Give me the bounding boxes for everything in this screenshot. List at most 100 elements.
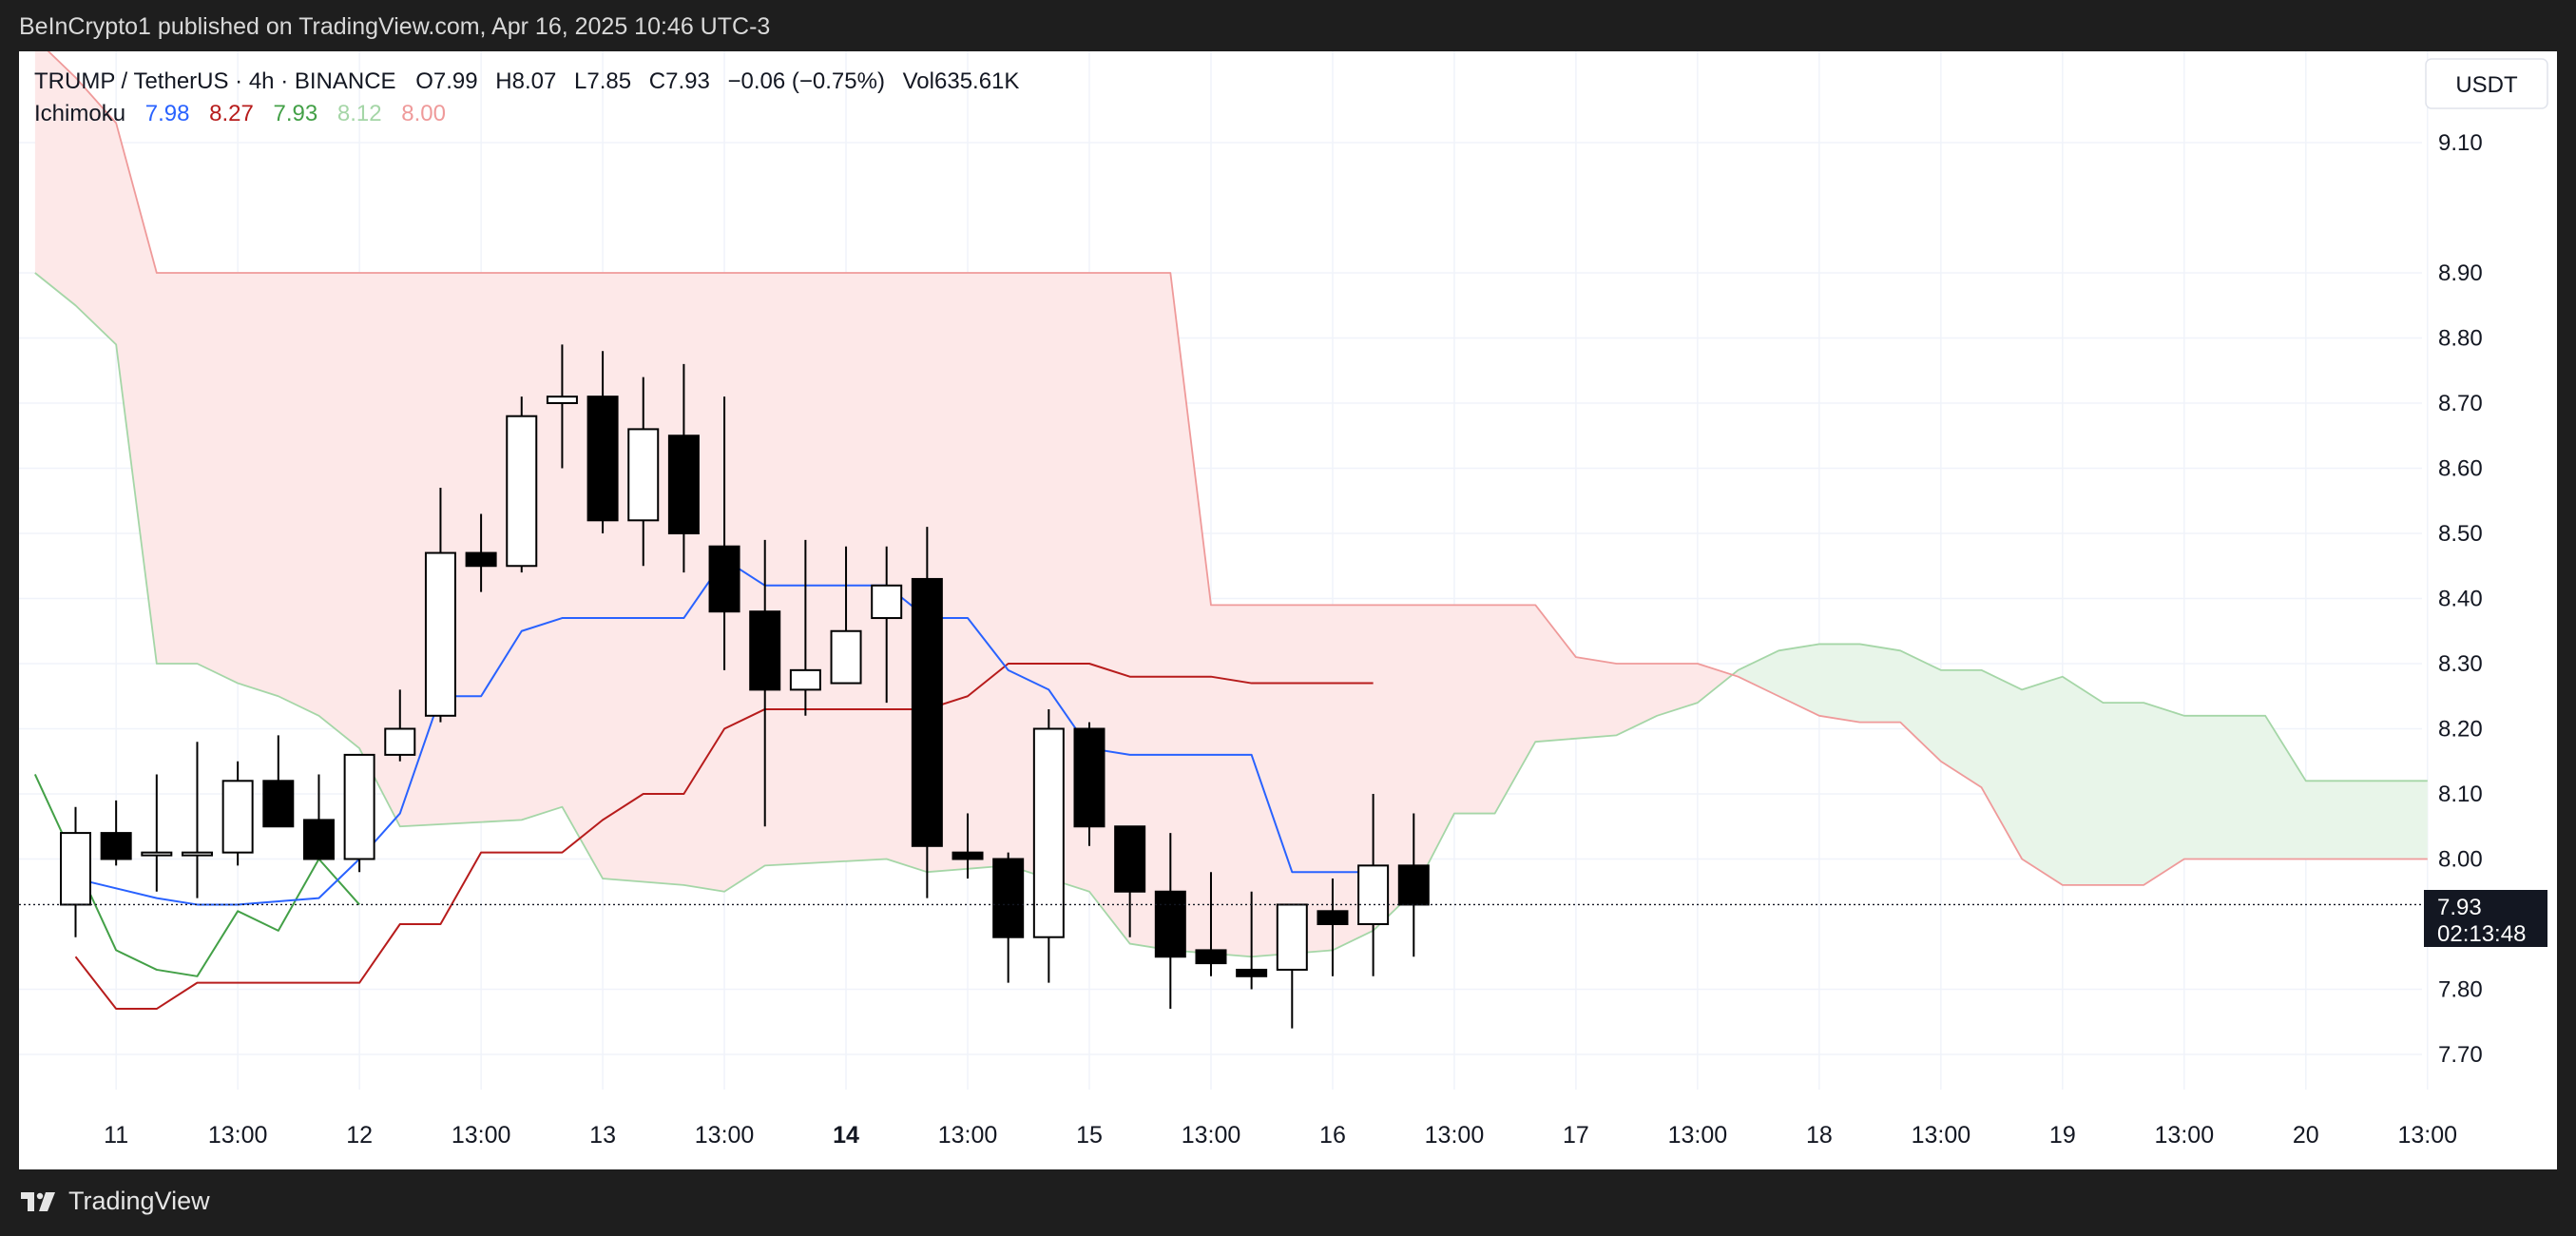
chart-area[interactable]: 7.70 7.80 8.00 8.10 8.20 8.30 8.40 8.50 8.60 8.70… [19, 37, 2557, 1169]
legend-span-b-value: 8.00 [401, 101, 446, 126]
candle-12 [546, 344, 578, 469]
candle-21 [911, 527, 943, 898]
candle-10 [465, 513, 497, 592]
candle-18 [789, 539, 821, 716]
candle-body-10 [465, 551, 497, 568]
candle-body-19 [830, 629, 862, 685]
time-tick-label-6: 14 [833, 1122, 859, 1149]
candle-body-1 [100, 832, 132, 860]
top-bar: BeInCrypto1 published on TradingView.com… [0, 0, 2576, 51]
candle-33 [1397, 813, 1430, 957]
time-tick-label-11: 13:00 [1425, 1122, 1485, 1149]
time-tick-label-4: 13 [589, 1122, 616, 1149]
candle-20 [871, 546, 903, 704]
candle-body-8 [384, 727, 416, 756]
candle-13 [586, 351, 619, 533]
ichimoku-cloud [34, 38, 2428, 957]
candle-24 [1032, 708, 1065, 983]
price-tick-label-1: 7.80 [2438, 977, 2483, 1003]
candle-body-6 [302, 819, 335, 860]
legend-volume: 635.61K [934, 68, 1019, 94]
time-tick-label-8: 15 [1076, 1122, 1103, 1149]
price-tick-label-9: 8.70 [2438, 391, 2483, 416]
candle-6 [302, 774, 335, 860]
candle-body-26 [1114, 825, 1146, 893]
price-tag-countdown: 02:13:48 [2437, 921, 2526, 947]
candle-body-2 [141, 851, 173, 857]
candle-body-14 [627, 428, 660, 522]
candle-body-29 [1236, 968, 1268, 977]
cloud-segment-0 [34, 38, 1739, 957]
time-tick-label-14: 18 [1806, 1122, 1833, 1149]
candle-body-17 [749, 610, 781, 691]
candle-body-13 [586, 396, 619, 522]
price-tick-label-8: 8.60 [2438, 456, 2483, 482]
time-tick-label-5: 13:00 [695, 1122, 755, 1149]
candle-16 [708, 396, 740, 670]
candle-body-23 [992, 858, 1025, 938]
candle-body-12 [546, 396, 578, 404]
candle-2 [141, 774, 173, 892]
candle-body-31 [1317, 910, 1349, 925]
candle-body-30 [1276, 903, 1308, 971]
candle-17 [749, 539, 781, 827]
candle-29 [1236, 891, 1268, 990]
legend-symbol: TRUMP / TetherUS · 4h · BINANCE [34, 68, 396, 94]
tradingview-logo[interactable]: TradingView [19, 1187, 210, 1216]
currency-button[interactable]: USDT [2425, 58, 2548, 109]
candle-body-9 [424, 551, 456, 717]
time-axis[interactable]: 11 13:00 12 13:00 13 13:00 14 13:00 15 13:00 16 13:… [104, 1122, 2457, 1149]
time-tick-label-16: 19 [2049, 1122, 2076, 1149]
price-tick-label-6: 8.40 [2438, 587, 2483, 612]
price-tick-label-3: 8.10 [2438, 782, 2483, 807]
price-tick-label-10: 8.80 [2438, 326, 2483, 352]
legend-open: 7.99 [433, 68, 478, 94]
candle-7 [343, 753, 375, 873]
candle-15 [667, 363, 700, 573]
time-tick-label-13: 13:00 [1668, 1122, 1728, 1149]
time-tick-label-7: 13:00 [938, 1122, 998, 1149]
candle-32 [1357, 794, 1390, 976]
time-tick-label-19: 13:00 [2397, 1122, 2457, 1149]
price-tag: 7.93 02:13:48 [2424, 890, 2547, 947]
price-tick-label-7: 8.50 [2438, 521, 2483, 547]
candle-body-24 [1032, 727, 1065, 938]
candles [60, 344, 1430, 1029]
candle-body-28 [1195, 949, 1227, 965]
time-tick-label-15: 13:00 [1912, 1122, 1971, 1149]
candle-body-22 [952, 851, 984, 860]
legend-line-2: Ichimoku 7.98 8.27 7.93 8.12 8.00 [34, 101, 446, 126]
legend-indicator: Ichimoku [34, 101, 125, 126]
candle-body-21 [911, 577, 943, 847]
legend-high: 8.07 [512, 68, 557, 94]
candle-body-27 [1154, 890, 1186, 958]
candle-30 [1276, 903, 1308, 1029]
candle-body-20 [871, 584, 903, 620]
leading-span-b-line [34, 37, 2428, 886]
currency-button-label[interactable]: USDT [2455, 72, 2518, 98]
candle-23 [992, 852, 1025, 983]
legend-conversion-value: 7.98 [145, 101, 190, 126]
candle-1 [100, 800, 132, 866]
candle-27 [1154, 833, 1186, 1010]
candle-9 [424, 488, 456, 723]
candle-body-7 [343, 753, 375, 860]
candle-body-5 [262, 780, 295, 828]
legend-lagging-value: 7.93 [274, 101, 318, 126]
cloud-segment-1 [1738, 644, 2428, 885]
candle-5 [262, 735, 295, 828]
price-tick-label-11: 8.90 [2438, 261, 2483, 286]
legend-close: 7.93 [665, 68, 710, 94]
legend-low: 7.85 [586, 68, 631, 94]
time-tick-label-1: 13:00 [208, 1122, 268, 1149]
publisher-caption: BeInCrypto1 published on TradingView.com… [19, 13, 771, 40]
bottom-bar: TradingView [0, 1169, 2576, 1236]
candle-19 [830, 546, 862, 685]
candlestick-chart[interactable]: 7.70 7.80 8.00 8.10 8.20 8.30 8.40 8.50 8.60 8.70… [19, 37, 2557, 1169]
candle-body-25 [1073, 727, 1105, 828]
legend-base-value: 8.27 [209, 101, 254, 126]
tradingview-brand: TradingView [68, 1187, 210, 1215]
price-axis[interactable]: 7.70 7.80 8.00 8.10 8.20 8.30 8.40 8.50 8.60 8.70… [2438, 130, 2483, 1068]
time-tick-label-10: 16 [1319, 1122, 1346, 1149]
candle-14 [627, 377, 660, 567]
